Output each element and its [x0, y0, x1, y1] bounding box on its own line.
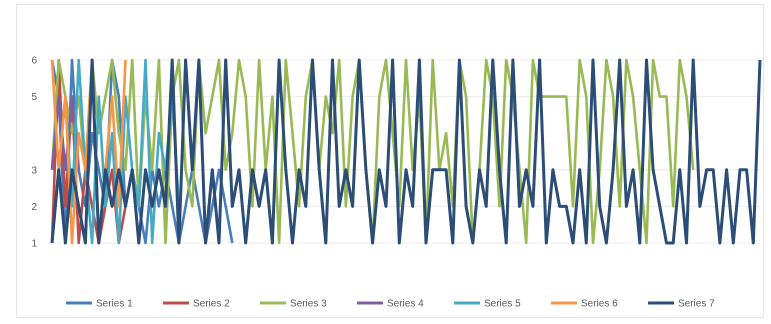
legend-label-7: Series 7 [678, 299, 715, 310]
series-line-1 [50, 58, 234, 245]
y-tick-label: 6 [31, 56, 37, 67]
y-tick-label: 2 [31, 202, 37, 213]
legend-label-3: Series 3 [290, 299, 327, 310]
legend-label-4: Series 4 [387, 299, 424, 310]
y-tick-label: 3 [31, 165, 37, 176]
legend-label-6: Series 6 [581, 299, 618, 310]
y-axis-ticks: 1 2 3 5 6 [31, 56, 37, 250]
legend-label-5: Series 5 [484, 299, 521, 310]
legend-label-2: Series 2 [193, 299, 230, 310]
series-line-7 [50, 58, 762, 245]
legend-label-1: Series 1 [96, 299, 133, 310]
y-tick-label: 1 [31, 239, 37, 250]
y-tick-label: 5 [31, 92, 37, 103]
legend: Series 1 Series 2 Series 3 Series 4 Series 5… [66, 299, 715, 310]
series-lines [50, 58, 762, 245]
